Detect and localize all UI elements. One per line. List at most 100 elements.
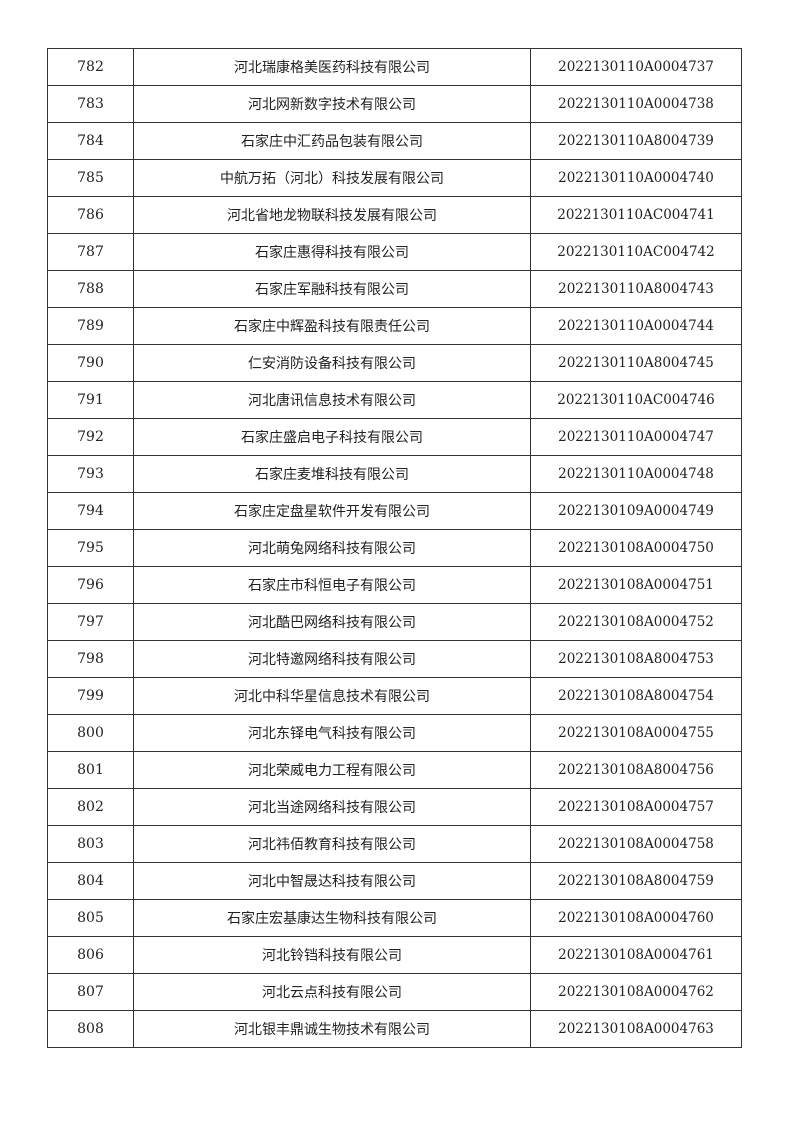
company-registry-table: 782 河北瑞康格美医药科技有限公司 2022130110A0004737 783 河北… — [47, 48, 742, 1048]
row-number-cell: 803 — [47, 825, 134, 863]
row-number-cell: 802 — [47, 788, 134, 826]
company-name-cell: 石家庄中汇药品包装有限公司 — [133, 122, 531, 160]
registration-code-cell: 2022130108A0004760 — [530, 899, 742, 937]
registration-code-cell: 2022130108A8004756 — [530, 751, 742, 789]
company-name-cell: 中航万拓（河北）科技发展有限公司 — [133, 159, 531, 197]
row-number-cell: 794 — [47, 492, 134, 530]
company-name-cell: 河北中科华星信息技术有限公司 — [133, 677, 531, 715]
table-row: 787 石家庄惠得科技有限公司 2022130110AC004742 — [47, 233, 742, 271]
company-name-cell: 河北瑞康格美医药科技有限公司 — [133, 48, 531, 86]
company-name-cell: 石家庄军融科技有限公司 — [133, 270, 531, 308]
registration-code-cell: 2022130108A0004762 — [530, 973, 742, 1011]
company-name-cell: 河北东铎电气科技有限公司 — [133, 714, 531, 752]
table-row: 803 河北祎佰教育科技有限公司 2022130108A0004758 — [47, 825, 742, 863]
row-number-cell: 782 — [47, 48, 134, 86]
table-row: 804 河北中智晟达科技有限公司 2022130108A8004759 — [47, 862, 742, 900]
registration-code-cell: 2022130110AC004742 — [530, 233, 742, 271]
table-row: 808 河北银丰鼎诚生物技术有限公司 2022130108A0004763 — [47, 1010, 742, 1048]
row-number-cell: 800 — [47, 714, 134, 752]
registration-code-cell: 2022130110AC004741 — [530, 196, 742, 234]
table-row: 795 河北萌兔网络科技有限公司 2022130108A0004750 — [47, 529, 742, 567]
company-name-cell: 河北银丰鼎诚生物技术有限公司 — [133, 1010, 531, 1048]
registration-code-cell: 2022130110A0004744 — [530, 307, 742, 345]
registration-code-cell: 2022130108A0004752 — [530, 603, 742, 641]
row-number-cell: 783 — [47, 85, 134, 123]
company-name-cell: 河北网新数字技术有限公司 — [133, 85, 531, 123]
table-row: 792 石家庄盛启电子科技有限公司 2022130110A0004747 — [47, 418, 742, 456]
company-name-cell: 河北省地龙物联科技发展有限公司 — [133, 196, 531, 234]
company-name-cell: 石家庄市科恒电子有限公司 — [133, 566, 531, 604]
row-number-cell: 785 — [47, 159, 134, 197]
row-number-cell: 791 — [47, 381, 134, 419]
registration-code-cell: 2022130108A0004755 — [530, 714, 742, 752]
company-name-cell: 石家庄惠得科技有限公司 — [133, 233, 531, 271]
table-row: 798 河北特邀网络科技有限公司 2022130108A8004753 — [47, 640, 742, 678]
registration-code-cell: 2022130110A0004738 — [530, 85, 742, 123]
row-number-cell: 804 — [47, 862, 134, 900]
registration-code-cell: 2022130110A0004747 — [530, 418, 742, 456]
company-name-cell: 石家庄中辉盈科技有限责任公司 — [133, 307, 531, 345]
row-number-cell: 807 — [47, 973, 134, 1011]
registration-code-cell: 2022130108A8004753 — [530, 640, 742, 678]
registration-code-cell: 2022130108A0004757 — [530, 788, 742, 826]
registration-code-cell: 2022130110AC004746 — [530, 381, 742, 419]
row-number-cell: 808 — [47, 1010, 134, 1048]
company-name-cell: 石家庄麦堆科技有限公司 — [133, 455, 531, 493]
table-row: 790 仁安消防设备科技有限公司 2022130110A8004745 — [47, 344, 742, 382]
table-body: 782 河北瑞康格美医药科技有限公司 2022130110A0004737 783 河北… — [47, 48, 742, 1048]
company-name-cell: 河北唐讯信息技术有限公司 — [133, 381, 531, 419]
table-row: 805 石家庄宏基康达生物科技有限公司 2022130108A0004760 — [47, 899, 742, 937]
registration-code-cell: 2022130110A8004739 — [530, 122, 742, 160]
table-row: 807 河北云点科技有限公司 2022130108A0004762 — [47, 973, 742, 1011]
registration-code-cell: 2022130108A0004761 — [530, 936, 742, 974]
registration-code-cell: 2022130110A8004745 — [530, 344, 742, 382]
company-name-cell: 河北祎佰教育科技有限公司 — [133, 825, 531, 863]
company-name-cell: 河北萌兔网络科技有限公司 — [133, 529, 531, 567]
row-number-cell: 793 — [47, 455, 134, 493]
company-name-cell: 河北云点科技有限公司 — [133, 973, 531, 1011]
registration-code-cell: 2022130108A0004758 — [530, 825, 742, 863]
table-row: 799 河北中科华星信息技术有限公司 2022130108A8004754 — [47, 677, 742, 715]
table-row: 791 河北唐讯信息技术有限公司 2022130110AC004746 — [47, 381, 742, 419]
table-row: 782 河北瑞康格美医药科技有限公司 2022130110A0004737 — [47, 48, 742, 86]
row-number-cell: 799 — [47, 677, 134, 715]
row-number-cell: 801 — [47, 751, 134, 789]
registration-code-cell: 2022130110A8004743 — [530, 270, 742, 308]
registration-code-cell: 2022130108A0004763 — [530, 1010, 742, 1048]
company-name-cell: 河北当途网络科技有限公司 — [133, 788, 531, 826]
table-row: 797 河北酷巴网络科技有限公司 2022130108A0004752 — [47, 603, 742, 641]
row-number-cell: 797 — [47, 603, 134, 641]
registration-code-cell: 2022130109A0004749 — [530, 492, 742, 530]
company-name-cell: 仁安消防设备科技有限公司 — [133, 344, 531, 382]
row-number-cell: 787 — [47, 233, 134, 271]
row-number-cell: 792 — [47, 418, 134, 456]
table-row: 786 河北省地龙物联科技发展有限公司 2022130110AC004741 — [47, 196, 742, 234]
registration-code-cell: 2022130108A0004750 — [530, 529, 742, 567]
table-row: 789 石家庄中辉盈科技有限责任公司 2022130110A0004744 — [47, 307, 742, 345]
table-row: 794 石家庄定盘星软件开发有限公司 2022130109A0004749 — [47, 492, 742, 530]
table-row: 793 石家庄麦堆科技有限公司 2022130110A0004748 — [47, 455, 742, 493]
registration-code-cell: 2022130110A0004740 — [530, 159, 742, 197]
row-number-cell: 788 — [47, 270, 134, 308]
registration-code-cell: 2022130108A0004751 — [530, 566, 742, 604]
registration-code-cell: 2022130110A0004737 — [530, 48, 742, 86]
registration-code-cell: 2022130108A8004754 — [530, 677, 742, 715]
company-name-cell: 河北中智晟达科技有限公司 — [133, 862, 531, 900]
company-name-cell: 石家庄宏基康达生物科技有限公司 — [133, 899, 531, 937]
row-number-cell: 798 — [47, 640, 134, 678]
company-name-cell: 河北酷巴网络科技有限公司 — [133, 603, 531, 641]
row-number-cell: 806 — [47, 936, 134, 974]
row-number-cell: 790 — [47, 344, 134, 382]
registration-code-cell: 2022130110A0004748 — [530, 455, 742, 493]
table-row: 806 河北铃铛科技有限公司 2022130108A0004761 — [47, 936, 742, 974]
table-row: 800 河北东铎电气科技有限公司 2022130108A0004755 — [47, 714, 742, 752]
table-row: 802 河北当途网络科技有限公司 2022130108A0004757 — [47, 788, 742, 826]
row-number-cell: 784 — [47, 122, 134, 160]
table-row: 785 中航万拓（河北）科技发展有限公司 2022130110A0004740 — [47, 159, 742, 197]
company-name-cell: 石家庄定盘星软件开发有限公司 — [133, 492, 531, 530]
table-row: 801 河北荣威电力工程有限公司 2022130108A8004756 — [47, 751, 742, 789]
row-number-cell: 789 — [47, 307, 134, 345]
row-number-cell: 796 — [47, 566, 134, 604]
row-number-cell: 795 — [47, 529, 134, 567]
company-name-cell: 河北特邀网络科技有限公司 — [133, 640, 531, 678]
